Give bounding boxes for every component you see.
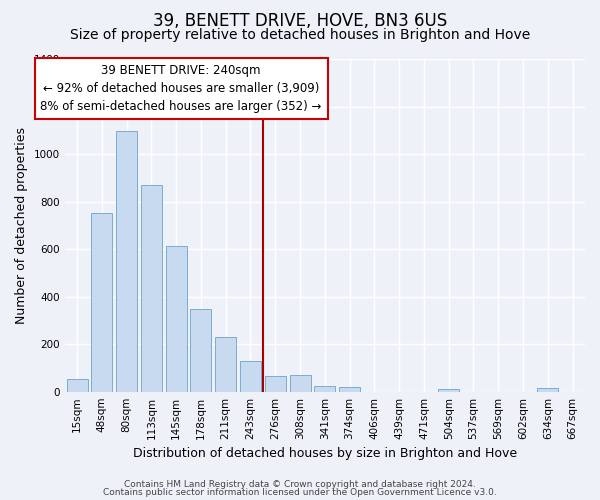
Y-axis label: Number of detached properties: Number of detached properties xyxy=(15,127,28,324)
Bar xyxy=(215,337,236,392)
Bar xyxy=(141,185,162,392)
Bar xyxy=(265,376,286,392)
X-axis label: Distribution of detached houses by size in Brighton and Hove: Distribution of detached houses by size … xyxy=(133,447,517,460)
Bar xyxy=(438,390,459,392)
Text: Size of property relative to detached houses in Brighton and Hove: Size of property relative to detached ho… xyxy=(70,28,530,42)
Text: 39 BENETT DRIVE: 240sqm
← 92% of detached houses are smaller (3,909)
8% of semi-: 39 BENETT DRIVE: 240sqm ← 92% of detache… xyxy=(40,64,322,113)
Bar xyxy=(190,308,211,392)
Bar xyxy=(538,388,559,392)
Bar xyxy=(314,386,335,392)
Bar xyxy=(339,387,360,392)
Text: Contains HM Land Registry data © Crown copyright and database right 2024.: Contains HM Land Registry data © Crown c… xyxy=(124,480,476,489)
Text: 39, BENETT DRIVE, HOVE, BN3 6US: 39, BENETT DRIVE, HOVE, BN3 6US xyxy=(153,12,447,30)
Bar xyxy=(67,378,88,392)
Text: Contains public sector information licensed under the Open Government Licence v3: Contains public sector information licen… xyxy=(103,488,497,497)
Bar xyxy=(240,361,261,392)
Bar xyxy=(91,214,112,392)
Bar xyxy=(290,375,311,392)
Bar xyxy=(166,246,187,392)
Bar xyxy=(116,132,137,392)
